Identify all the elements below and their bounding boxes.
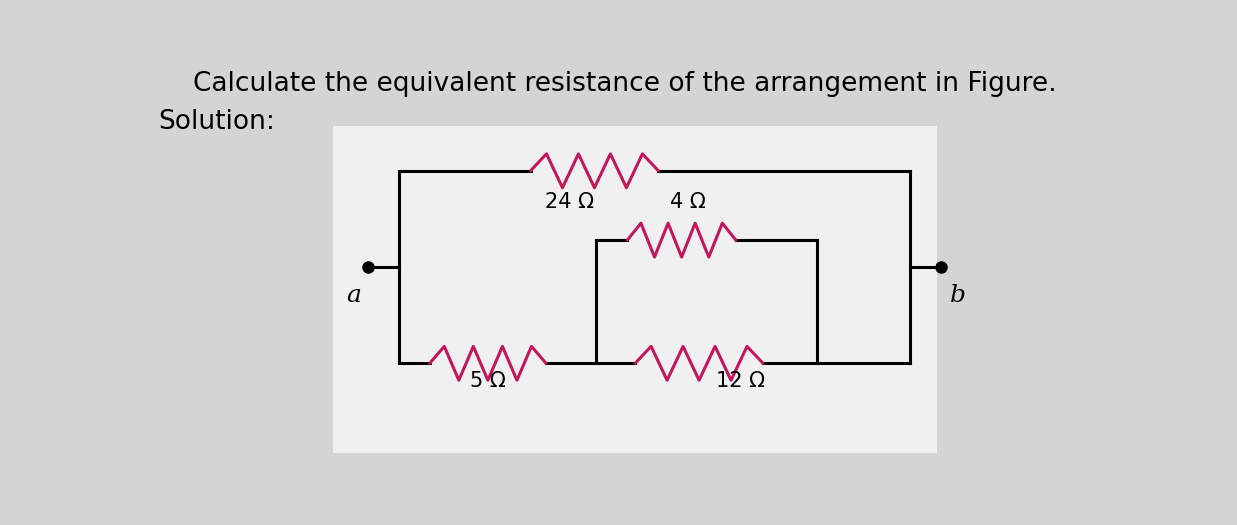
Text: 4 Ω: 4 Ω [670,192,706,212]
Text: 12 Ω: 12 Ω [716,371,766,391]
Text: 5 Ω: 5 Ω [470,371,506,391]
Text: a: a [346,284,361,307]
Text: Calculate the equivalent resistance of the arrangement in Figure.: Calculate the equivalent resistance of t… [193,71,1056,97]
Text: 24 Ω: 24 Ω [544,192,594,212]
Text: b: b [950,284,966,307]
Text: Solution:: Solution: [158,109,276,135]
FancyBboxPatch shape [333,126,938,454]
